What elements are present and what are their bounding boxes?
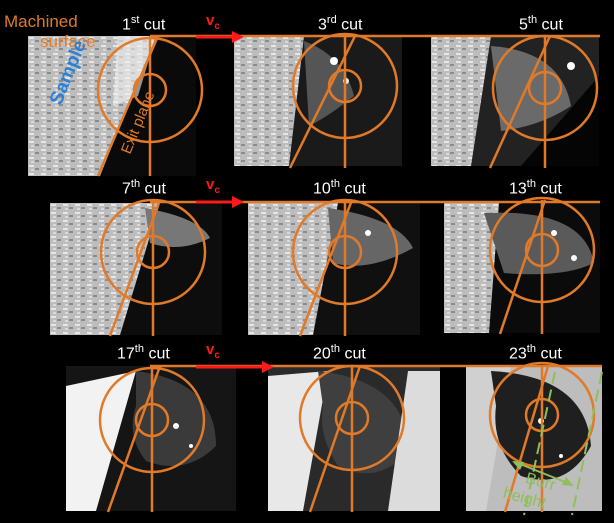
- cut-label-3: 3rd cut: [318, 14, 363, 34]
- cut-label-1: 1st cut: [122, 14, 166, 34]
- micrograph-cut-7: [50, 203, 222, 335]
- cut-label-17: 17th cut: [117, 343, 170, 363]
- micrograph-cut-13: [444, 203, 600, 333]
- micrograph-cut-5: [431, 36, 599, 166]
- cut-label-5: 5th cut: [519, 14, 563, 34]
- cut-label-20: 20th cut: [313, 343, 366, 363]
- cut-label-13: 13th cut: [509, 178, 562, 198]
- cut-label-7: 7th cut: [122, 178, 166, 198]
- micrograph-cut-20: [268, 366, 440, 511]
- cut-label-23: 23th cut: [509, 343, 562, 363]
- vc-label: vc: [206, 176, 220, 196]
- micrograph-cut-10: [248, 203, 420, 335]
- micrograph-cut-1: [28, 36, 196, 176]
- micrograph-cut-17: [66, 366, 236, 511]
- micrograph-cut-3: [234, 36, 402, 166]
- vc-label: vc: [206, 341, 220, 361]
- machined-surface-label: Machined surface: [4, 12, 96, 51]
- cut-label-10: 10th cut: [313, 178, 366, 198]
- vc-label: vc: [206, 12, 220, 32]
